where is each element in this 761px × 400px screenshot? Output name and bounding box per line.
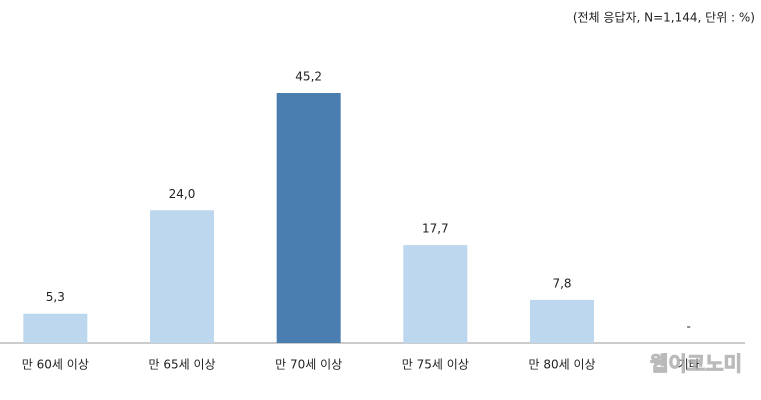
bar [403, 245, 468, 343]
bar [530, 299, 594, 343]
chart-subtitle: (전체 응답자, N=1,144, 단위 : %) [573, 11, 755, 25]
value-label: 17,7 [422, 222, 449, 236]
x-tick-label: 만 75세 이상 [402, 358, 469, 372]
x-tick-label: 기타 [678, 358, 700, 372]
watermark: 웹이코노미 [650, 352, 742, 376]
x-tick-label: 만 65세 이상 [148, 358, 215, 372]
value-label: 24,0 [169, 187, 196, 201]
x-tick-label: 만 70세 이상 [275, 358, 342, 372]
bar [276, 93, 341, 343]
value-label: 5,3 [46, 290, 65, 304]
value-label: 7,8 [552, 276, 571, 290]
x-tick-label: 만 60세 이상 [22, 358, 89, 372]
bar [23, 313, 88, 343]
value-label: - [686, 320, 690, 334]
x-tick-label: 만 80세 이상 [528, 358, 595, 372]
value-label: 45,2 [295, 70, 322, 84]
bar [150, 210, 214, 343]
